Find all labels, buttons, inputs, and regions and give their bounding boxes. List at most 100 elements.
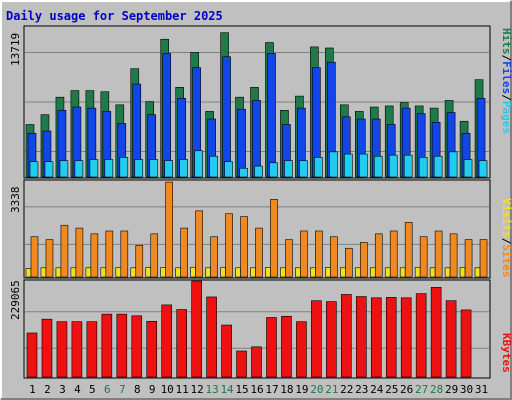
- visits-bar-day-13: [205, 267, 211, 278]
- kbytes-bar-day-17: [266, 317, 277, 378]
- pages-bar-day-7: [119, 157, 129, 178]
- bars-layer: [25, 32, 488, 378]
- sites-bar-day-14: [225, 213, 233, 278]
- hits-files-pages-legend: Hits/Files/Pages: [500, 28, 512, 134]
- pages-bar-day-10: [164, 160, 174, 178]
- pages-bar-day-21: [329, 151, 338, 178]
- kbytes-bar-day-2: [41, 318, 53, 378]
- sites-bar-day-2: [45, 239, 54, 278]
- x-tick-label-day-31: 31: [475, 383, 488, 396]
- legend-sep-3: /: [500, 238, 512, 245]
- kbytes-bar-day-3: [56, 321, 68, 378]
- pages-bar-day-4: [74, 160, 84, 178]
- kbytes-bar-day-27: [415, 293, 427, 378]
- sites-bar-day-26: [404, 222, 413, 278]
- x-tick-label-day-29: 29: [445, 383, 458, 396]
- visits-sites-legend: Visits/Sites: [500, 198, 512, 278]
- visits-bar-day-9: [145, 267, 152, 278]
- visits-bar-day-20: [310, 267, 316, 278]
- x-tick-label-day-17: 17: [265, 383, 278, 396]
- visits-bar-day-4: [70, 267, 77, 278]
- kbytes-bar-day-20: [311, 300, 322, 378]
- sites-bar-day-22: [345, 247, 353, 278]
- kbytes-bar-day-8: [131, 315, 143, 378]
- sites-bar-day-12: [195, 210, 203, 278]
- sites-bar-day-17: [270, 199, 278, 278]
- visits-bar-day-24: [369, 267, 376, 278]
- sites-bar-day-7: [120, 230, 129, 278]
- visits-bar-day-7: [115, 267, 122, 278]
- pages-bar-day-31: [478, 160, 488, 178]
- kbytes-bar-day-18: [281, 315, 292, 378]
- kbytes-bar-day-29: [445, 300, 457, 378]
- pages-bar-day-14: [224, 161, 233, 178]
- hits-ytick-label: 13719: [9, 33, 22, 66]
- kbytes-bar-day-28: [430, 287, 442, 378]
- visits-bar-day-31: [474, 267, 481, 278]
- kbytes-bar-day-9: [146, 320, 158, 378]
- visits-bar-day-25: [384, 267, 391, 278]
- pages-bar-day-5: [89, 159, 99, 178]
- visits-bar-day-12: [190, 266, 196, 278]
- pages-bar-day-17: [269, 162, 278, 178]
- legend-sep-2: /: [500, 94, 512, 101]
- pages-bar-day-1: [29, 161, 39, 178]
- sites-bar-day-24: [374, 233, 383, 278]
- x-tick-label-day-19: 19: [295, 383, 308, 396]
- sites-bar-day-25: [389, 230, 398, 278]
- x-tick-label-day-7: 7: [119, 383, 126, 396]
- pages-bar-day-23: [358, 153, 368, 178]
- sites-bar-day-8: [135, 245, 144, 278]
- visits-bar-day-1: [25, 268, 32, 278]
- legend-files: Files: [500, 61, 512, 94]
- visits-bar-day-5: [85, 267, 92, 278]
- kbytes-bar-day-22: [341, 294, 352, 378]
- x-tick-label-day-13: 13: [205, 383, 218, 396]
- pages-bar-day-29: [448, 151, 458, 178]
- x-tick-label-day-21: 21: [325, 383, 338, 396]
- sites-bar-day-19: [300, 230, 308, 278]
- sites-bar-day-15: [240, 216, 248, 278]
- sites-bar-day-21: [330, 236, 338, 278]
- sites-bar-day-1: [30, 236, 39, 278]
- visits-bar-day-11: [175, 267, 181, 278]
- visits-bar-day-22: [340, 267, 346, 278]
- sites-bar-day-3: [60, 224, 69, 278]
- sites-bar-day-31: [479, 239, 488, 278]
- kbytes-bar-day-13: [206, 296, 217, 378]
- sites-bar-day-28: [434, 230, 443, 278]
- sites-bar-day-5: [90, 233, 99, 278]
- x-tick-label-day-11: 11: [176, 383, 189, 396]
- files-bar-day-16: [252, 100, 261, 178]
- x-tick-label-day-6: 6: [104, 383, 111, 396]
- pages-bar-day-26: [403, 154, 413, 178]
- sites-bar-day-10: [165, 181, 174, 278]
- pages-bar-day-18: [284, 160, 293, 178]
- visits-bar-day-6: [100, 267, 107, 278]
- pages-bar-day-2: [44, 161, 54, 178]
- sites-bar-day-27: [419, 236, 428, 278]
- visits-bar-day-18: [280, 267, 286, 278]
- x-tick-label-day-27: 27: [415, 383, 428, 396]
- kbytes-ytick-label: 229065: [9, 280, 22, 320]
- visits-bar-day-8: [130, 267, 137, 278]
- visits-bar-day-27: [414, 267, 421, 278]
- sites-bar-day-6: [105, 230, 114, 278]
- legend-sep-1: /: [500, 55, 512, 62]
- visits-bar-day-2: [40, 267, 47, 278]
- x-tick-label-day-16: 16: [250, 383, 263, 396]
- visits-bar-day-26: [399, 267, 406, 278]
- sites-bar-day-23: [359, 242, 368, 278]
- visits-bar-day-30: [459, 267, 466, 278]
- kbytes-bar-day-19: [296, 321, 307, 378]
- x-tick-label-day-22: 22: [340, 383, 353, 396]
- pages-bar-day-28: [433, 155, 443, 178]
- pages-bar-day-24: [373, 155, 383, 178]
- x-tick-label-day-25: 25: [385, 383, 398, 396]
- sites-bar-day-20: [315, 230, 323, 278]
- kbytes-bar-day-4: [71, 321, 83, 378]
